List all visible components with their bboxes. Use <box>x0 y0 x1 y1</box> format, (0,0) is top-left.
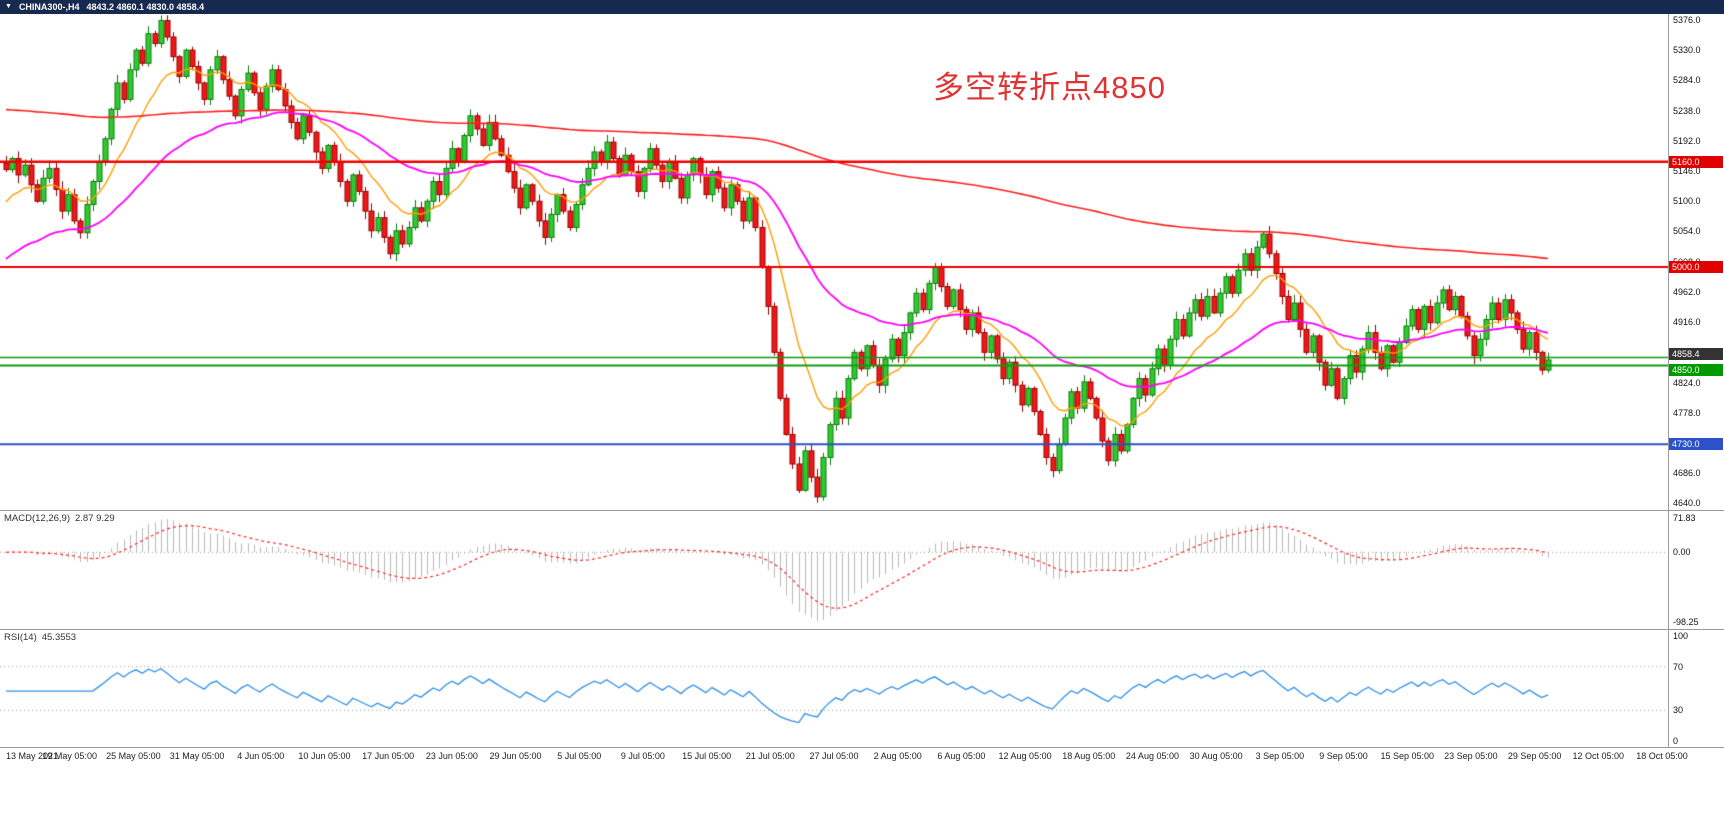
symbol-timeframe-label: CHINA300-,H4 <box>18 2 80 12</box>
time-axis-label: 6 Aug 05:00 <box>937 751 986 761</box>
macd-indicator-label: MACD(12,26,9) 2.87 9.29 <box>4 513 120 524</box>
chart-titlebar: ▼ CHINA300-,H4 4843.2 4860.1 4830.0 4858… <box>0 0 1724 14</box>
time-axis-label: 9 Jul 05:00 <box>620 751 665 761</box>
price-axis-label: 5054.0 <box>1673 226 1701 237</box>
ohlc-readout: 4843.2 4860.1 4830.0 4858.4 <box>86 2 205 12</box>
price-badge: 4850.0 <box>1669 364 1723 377</box>
time-axis-label: 29 Jun 05:00 <box>489 751 542 761</box>
price-axis-label: 5376.0 <box>1673 14 1701 25</box>
price-axis-label: 4686.0 <box>1673 468 1701 479</box>
macd-axis: 71.83 0.00 -98.25 <box>1668 511 1724 629</box>
time-axis-label: 19 May 05:00 <box>42 751 97 761</box>
price-badge: 4730.0 <box>1669 438 1723 451</box>
time-axis-label: 23 Jun 05:00 <box>425 751 478 761</box>
time-axis-label: 5 Jul 05:00 <box>557 751 602 761</box>
time-axis-label: 18 Aug 05:00 <box>1062 751 1116 761</box>
price-axis-label: 4916.0 <box>1673 317 1701 328</box>
time-axis-label: 12 Aug 05:00 <box>998 751 1052 761</box>
time-axis-label: 29 Sep 05:00 <box>1507 751 1562 761</box>
time-axis-label: 27 Jul 05:00 <box>809 751 859 761</box>
rsi-canvas[interactable] <box>0 630 1668 747</box>
time-axis-label: 30 Aug 05:00 <box>1189 751 1243 761</box>
time-axis-label: 18 Oct 05:00 <box>1636 751 1688 761</box>
time-axis-label: 3 Sep 05:00 <box>1255 751 1305 761</box>
time-axis-label: 31 May 05:00 <box>169 751 225 761</box>
candlestick-chart-canvas[interactable] <box>0 14 1668 510</box>
price-chart-panel[interactable]: 多空转折点4850 5376.0 5330.0 5284.0 5238.0 5192.0… <box>0 14 1724 511</box>
rsi-axis-label: 30 <box>1673 705 1684 716</box>
time-axis-label: 17 Jun 05:00 <box>362 751 415 761</box>
time-axis-label: 13 May 2021 <box>6 751 59 761</box>
rsi-panel[interactable]: RSI(14) 45.3553 100 70 30 0 <box>0 630 1724 748</box>
price-badge: 5160.0 <box>1669 155 1723 168</box>
price-axis-label: 4640.0 <box>1673 498 1701 509</box>
time-axis-label: 10 Jun 05:00 <box>298 751 351 761</box>
time-axis-label: 25 May 05:00 <box>106 751 161 761</box>
macd-axis-label: -98.25 <box>1673 617 1699 627</box>
price-axis-label: 5192.0 <box>1673 135 1701 146</box>
time-axis-label: 2 Aug 05:00 <box>873 751 922 761</box>
rsi-name: RSI(14) <box>4 632 37 643</box>
macd-axis-label: 71.83 <box>1673 513 1696 523</box>
price-badge: 5000.0 <box>1669 260 1723 273</box>
macd-name: MACD(12,26,9) <box>4 513 70 524</box>
time-axis-label: 12 Oct 05:00 <box>1572 751 1625 761</box>
price-axis-label: 5100.0 <box>1673 196 1701 207</box>
macd-canvas[interactable] <box>0 511 1668 629</box>
macd-values: 2.87 9.29 <box>75 513 115 524</box>
time-axis-label: 21 Jul 05:00 <box>745 751 795 761</box>
rsi-indicator-label: RSI(14) 45.3553 <box>4 632 81 643</box>
rsi-axis: 100 70 30 0 <box>1668 630 1724 747</box>
price-axis-label: 5238.0 <box>1673 105 1701 116</box>
price-axis-label: 5284.0 <box>1673 75 1701 86</box>
bottom-whitespace <box>0 765 1724 837</box>
price-axis-label: 4824.0 <box>1673 377 1701 388</box>
time-axis-label: 4 Jun 05:00 <box>237 751 285 761</box>
time-axis[interactable]: 13 May 2021 19 May 05:00 25 May 05:00 31 Ma… <box>0 748 1724 765</box>
chart-annotation-text[interactable]: 多空转折点4850 <box>933 70 1166 105</box>
price-axis-label: 4962.0 <box>1673 286 1701 297</box>
price-axis-label: 4778.0 <box>1673 407 1701 418</box>
price-axis[interactable]: 5376.0 5330.0 5284.0 5238.0 5192.0 5146.0 5100… <box>1668 14 1724 510</box>
time-axis-label: 9 Sep 05:00 <box>1319 751 1368 761</box>
collapse-chevron-icon[interactable]: ▼ <box>5 3 12 10</box>
current-price-badge: 4858.4 <box>1669 347 1723 360</box>
macd-axis-label: 0.00 <box>1673 547 1691 558</box>
price-axis-label: 5330.0 <box>1673 45 1701 56</box>
price-axis-label: 5146.0 <box>1673 166 1701 176</box>
time-axis-label: 24 Aug 05:00 <box>1125 751 1179 761</box>
rsi-axis-label: 70 <box>1673 661 1684 672</box>
rsi-axis-label: 100 <box>1673 631 1689 641</box>
time-axis-label: 15 Sep 05:00 <box>1380 751 1434 761</box>
rsi-axis-label: 0 <box>1673 736 1679 746</box>
macd-panel[interactable]: MACD(12,26,9) 2.87 9.29 71.83 0.00 -98.25 <box>0 511 1724 630</box>
time-axis-label: 15 Jul 05:00 <box>682 751 732 761</box>
rsi-value: 45.3553 <box>41 632 77 643</box>
time-axis-label: 23 Sep 05:00 <box>1444 751 1498 761</box>
